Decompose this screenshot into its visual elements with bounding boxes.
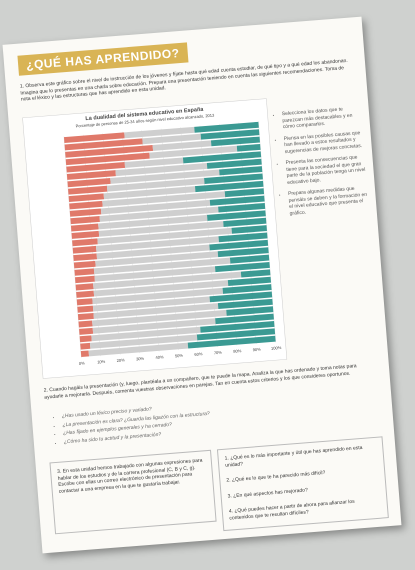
box: 1. ¿Qué es lo más importante y útil que … (217, 436, 389, 531)
bar-segment (78, 313, 94, 320)
x-tick-label: 50% (175, 353, 184, 359)
bar-segment (78, 320, 92, 327)
bar-segment (80, 343, 90, 350)
x-tick-label: 20% (116, 357, 125, 363)
paragraph: 3. En esta unidad hemos trabajado con al… (57, 457, 207, 495)
x-tick-label: 100% (271, 345, 282, 351)
bar-segment (77, 306, 93, 313)
x-tick-label: 30% (136, 356, 145, 362)
page: ¿QUÉ HAS APRENDIDO? 1. Observa este gráf… (3, 17, 402, 554)
title: ¿QUÉ HAS APRENDIDO? (17, 42, 188, 75)
x-tick-label: 80% (233, 348, 242, 354)
x-tick-label: 40% (155, 354, 164, 360)
bar-segment (80, 335, 92, 342)
x-tick-label: 90% (253, 347, 262, 353)
bar-segment (79, 328, 93, 335)
question: 1. ¿Qué es lo más importante y útil que … (224, 444, 375, 469)
question: 4. ¿Qué puedes hacer a partir de ahora p… (229, 497, 380, 522)
note: Presenta las consecuencias que tiene par… (285, 154, 369, 186)
chart: La dualidad del sistema educativo en Esp… (22, 98, 287, 378)
x-tick-label: 70% (214, 350, 223, 356)
question: 2. ¿Qué es lo que te ha parecido más dif… (226, 466, 376, 484)
box: 3. En esta unidad hemos trabajado con al… (49, 450, 216, 534)
bar-segment (81, 350, 89, 357)
x-tick-label: 60% (194, 351, 203, 357)
question: 3. ¿En qué aspectos has mejorado? (227, 481, 377, 499)
bar-segment (77, 298, 93, 305)
note: Piensa en las posibles causas que han ll… (284, 129, 367, 155)
note: Selecciona los datos que te parezcan más… (282, 105, 365, 131)
x-tick-label: 0% (79, 360, 86, 365)
screen: ¿QUÉ HAS APRENDIDO? 1. Observa este gráf… (0, 0, 415, 570)
list: ¿Has usado un léxico preciso y variado?¿… (54, 398, 264, 448)
note: Prepara algunas medidas que pensáis se d… (288, 185, 372, 217)
x-tick-label: 10% (97, 359, 106, 365)
notes: Selecciona los datos que te parezcan más… (274, 105, 372, 223)
list: 1. ¿Qué es lo más importante y útil que … (224, 444, 379, 531)
